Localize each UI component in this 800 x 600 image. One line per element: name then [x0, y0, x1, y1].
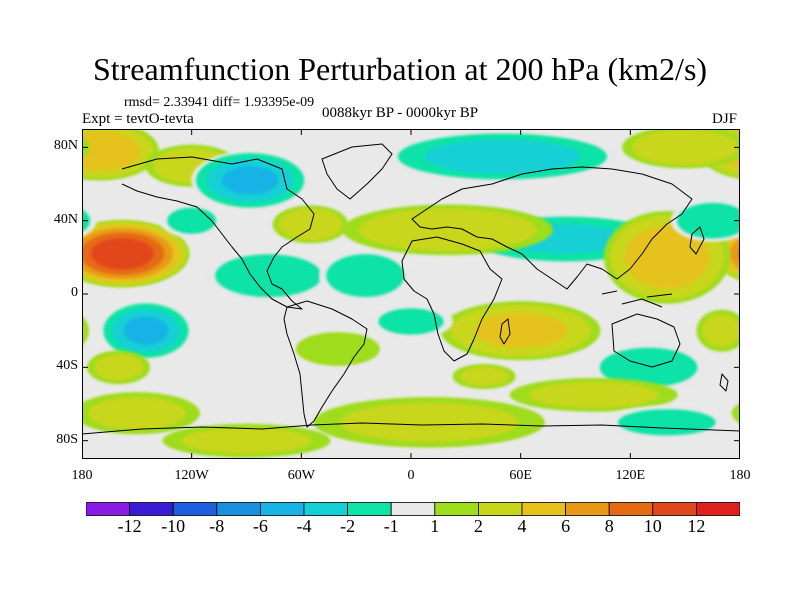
colorbar-label: -8 [209, 516, 225, 536]
colorbar-label: -10 [161, 516, 186, 536]
colorbar [86, 502, 740, 516]
anomaly-contour [424, 139, 581, 174]
anomaly-contour [167, 207, 217, 234]
season-label: DJF [712, 111, 738, 127]
lon-tick-label: 120W [174, 468, 209, 483]
colorbar-swatch [696, 502, 740, 516]
anomaly-contour [295, 332, 380, 366]
colorbar-label: -1 [383, 516, 399, 536]
lon-tick-label: 60E [509, 468, 532, 483]
map-frame [82, 129, 740, 459]
anomaly-contour [378, 308, 444, 335]
stats-line: rmsd= 2.33941 diff= 1.93395e-09 [124, 95, 315, 110]
colorbar-label: -6 [252, 516, 268, 536]
colorbar-swatch [608, 502, 654, 516]
anomaly-contour [528, 381, 659, 408]
coastline-madagascar [499, 318, 511, 345]
colorbar-swatch [303, 502, 348, 516]
anomaly-contour [90, 237, 154, 270]
anomaly-contour [339, 402, 519, 442]
lat-tick-label: 80S [56, 431, 78, 447]
colorbar-label: -2 [340, 516, 356, 536]
lon-tick-label: 180 [729, 468, 751, 483]
anomaly-contour [181, 427, 312, 454]
lat-tick-label: 40S [56, 358, 78, 374]
anomaly-contour [631, 129, 739, 166]
chart-title: Streamfunction Perturbation at 200 hPa (… [92, 51, 708, 87]
colorbar-swatch [259, 502, 305, 516]
coastline-greenland [321, 143, 393, 200]
anomaly-contour [702, 314, 740, 347]
anomaly-contour [278, 208, 343, 241]
colorbar-label: 10 [643, 516, 662, 536]
period-label: 0088kyr BP - 0000kyr BP [322, 105, 479, 121]
lon-tick-label: 0 [407, 468, 415, 483]
anomaly-contour [82, 131, 140, 171]
coastline-north-america [121, 156, 315, 310]
anomaly-contour [618, 409, 716, 436]
coastline-australia [611, 313, 681, 368]
lon-tick-label: 60W [287, 468, 315, 483]
anomaly-contour [221, 166, 279, 195]
colorbar-label: 6 [561, 516, 571, 536]
anomaly-contour [82, 316, 89, 346]
coastline-new-zealand [719, 373, 729, 392]
anomaly-map [82, 129, 740, 459]
colorbar-swatch [565, 502, 610, 516]
colorbar-swatch [172, 502, 218, 516]
anomaly-contour [677, 202, 740, 239]
lon-tick-label: 180 [71, 468, 93, 483]
colorbar-swatch [129, 502, 174, 516]
colorbar-swatch [216, 502, 261, 516]
colorbar-swatch [390, 502, 436, 516]
lat-tick-label: 0 [71, 285, 78, 300]
colorbar-label: 12 [687, 516, 706, 536]
colorbar-label: 4 [517, 516, 527, 536]
coastline-south-america [283, 300, 368, 428]
colorbar-swatch [521, 502, 566, 516]
anomaly-field [82, 129, 740, 458]
lat-tick-label: 80N [53, 138, 78, 154]
colorbar-swatch [86, 502, 130, 516]
anomaly-contour [358, 208, 537, 252]
colorbar-label: 8 [604, 516, 614, 536]
coastlines [82, 143, 740, 435]
coastline-antarctica [82, 422, 740, 435]
anomaly-contour [731, 402, 740, 424]
colorbar-swatch [652, 502, 697, 516]
lat-tick-label: 40N [53, 211, 78, 227]
coastline-maritime [601, 290, 673, 308]
colorbar-label: 1 [430, 516, 440, 536]
anomaly-contour [326, 254, 405, 298]
coastline-europe-asia [411, 166, 693, 290]
experiment-label: Expt = tevtO-tevta [82, 111, 194, 127]
colorbar-swatch [347, 502, 392, 516]
anomaly-contour [123, 316, 169, 345]
coastline-africa [401, 236, 503, 362]
lon-tick-label: 120E [615, 468, 646, 483]
colorbar-label: -12 [117, 516, 142, 536]
anomaly-contour [624, 226, 710, 289]
colorbar-label: -4 [296, 516, 312, 536]
anomaly-contour [87, 396, 186, 430]
colorbar-swatch [477, 502, 523, 516]
anomaly-contour [729, 238, 740, 270]
anomaly-contour [474, 313, 567, 348]
colorbar-swatch [434, 502, 479, 516]
anomaly-contour [459, 366, 509, 387]
colorbar-label: 2 [473, 516, 483, 536]
coastline-japan [689, 226, 705, 255]
anomaly-contour [94, 354, 143, 381]
